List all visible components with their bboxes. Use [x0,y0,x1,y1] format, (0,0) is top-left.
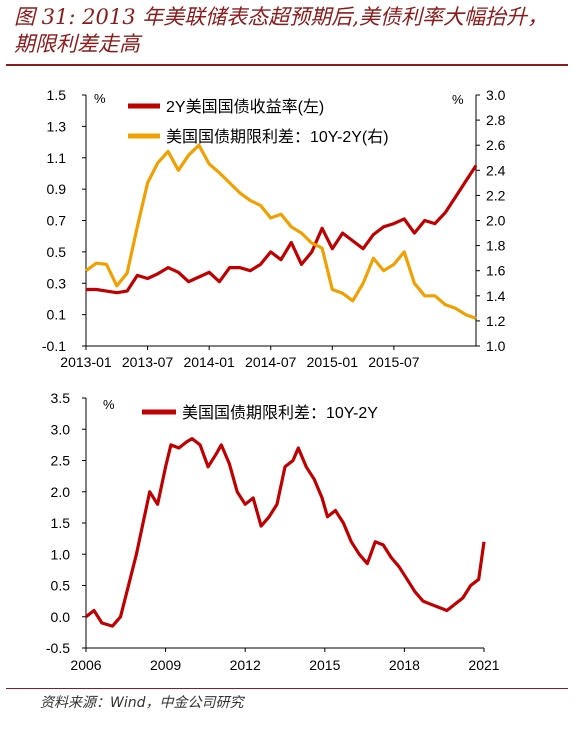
left-y-tick-label: 0.3 [47,275,67,291]
chart-2y-yield-and-spread: -0.1 0.1 0.3 0.5 0.7 0.9 1.1 1.3 1.5 1.0 1.2 1.4 1.6… [42,87,506,370]
y-tick-label: 0.5 [51,578,71,594]
left-y-unit: % [94,91,106,106]
series-line-2y-yield [86,164,478,295]
left-y-tick-label: 0.5 [47,244,67,260]
y-unit: % [103,397,115,412]
y-tick-label: 3.5 [51,390,71,406]
right-y-unit: % [452,92,464,107]
left-y-tick-label: 0.7 [47,213,67,229]
x-tick-label: 2009 [150,657,181,673]
left-y-tick-label: 0.1 [47,307,67,323]
left-y-tick-label: 1.3 [47,118,67,134]
right-y-tick-label: 1.6 [486,263,506,279]
x-tick-label: 2015-01 [307,354,359,370]
right-y-tick-label: 2.6 [486,137,506,153]
title-divider [6,64,568,66]
right-y-tick-label: 1.8 [486,238,506,254]
right-y-tick-label: 3.0 [486,87,506,103]
series-line-spread-10y-2y [85,143,477,320]
x-tick-label: 2006 [70,657,101,673]
series-line-spread-10y-2y [85,436,486,628]
legend-label: 2Y美国国债收益率(左) [166,98,324,116]
left-y-tick-label: -0.1 [42,338,66,354]
x-tick-label: 2015 [309,657,340,673]
source-note: 资料来源：Wind，中金公司研究 [40,695,244,711]
y-tick-label: 1.0 [51,546,71,562]
right-y-tick-label: 2.2 [486,187,506,203]
legend-label: 美国国债期限利差：10Y-2Y [182,404,378,422]
left-y-tick-label: 1.1 [47,150,67,166]
right-y-tick-label: 2.4 [486,162,506,178]
y-tick-label: 3.0 [51,421,71,437]
x-tick-label: 2014-01 [183,354,235,370]
x-tick-label: 2015-07 [368,354,420,370]
y-tick-label: 2.5 [51,453,71,469]
left-y-tick-label: 1.5 [47,87,67,103]
x-tick-label: 2018 [389,657,420,673]
y-tick-label: 2.0 [51,484,71,500]
y-tick-label: 0.0 [51,609,71,625]
y-tick-label: -0.5 [46,640,70,656]
figure-title: 图 31: 2013 年美联储表态超预期后,美债利率大幅抬升，期限利差走高 [14,5,548,56]
left-y-tick-label: 0.9 [47,181,67,197]
x-tick-label: 2013-01 [60,354,112,370]
x-tick-label: 2021 [468,657,499,673]
legend-label: 美国国债期限利差：10Y-2Y(右) [166,128,389,146]
y-tick-label: 1.5 [51,515,71,531]
right-y-tick-label: 2.0 [486,213,506,229]
right-y-tick-label: 2.8 [486,112,506,128]
right-y-tick-label: 1.4 [486,288,506,304]
x-tick-label: 2014-07 [245,354,297,370]
chart-10y-2y-spread: -0.5 0.0 0.5 1.0 1.5 2.0 2.5 3.0 3.5 % 2006 2009 201… [46,390,500,673]
right-y-tick-label: 1.0 [486,338,506,354]
x-tick-label: 2013-07 [122,354,174,370]
source-divider [6,688,568,689]
right-y-tick-label: 1.2 [486,313,506,329]
x-tick-label: 2012 [230,657,261,673]
